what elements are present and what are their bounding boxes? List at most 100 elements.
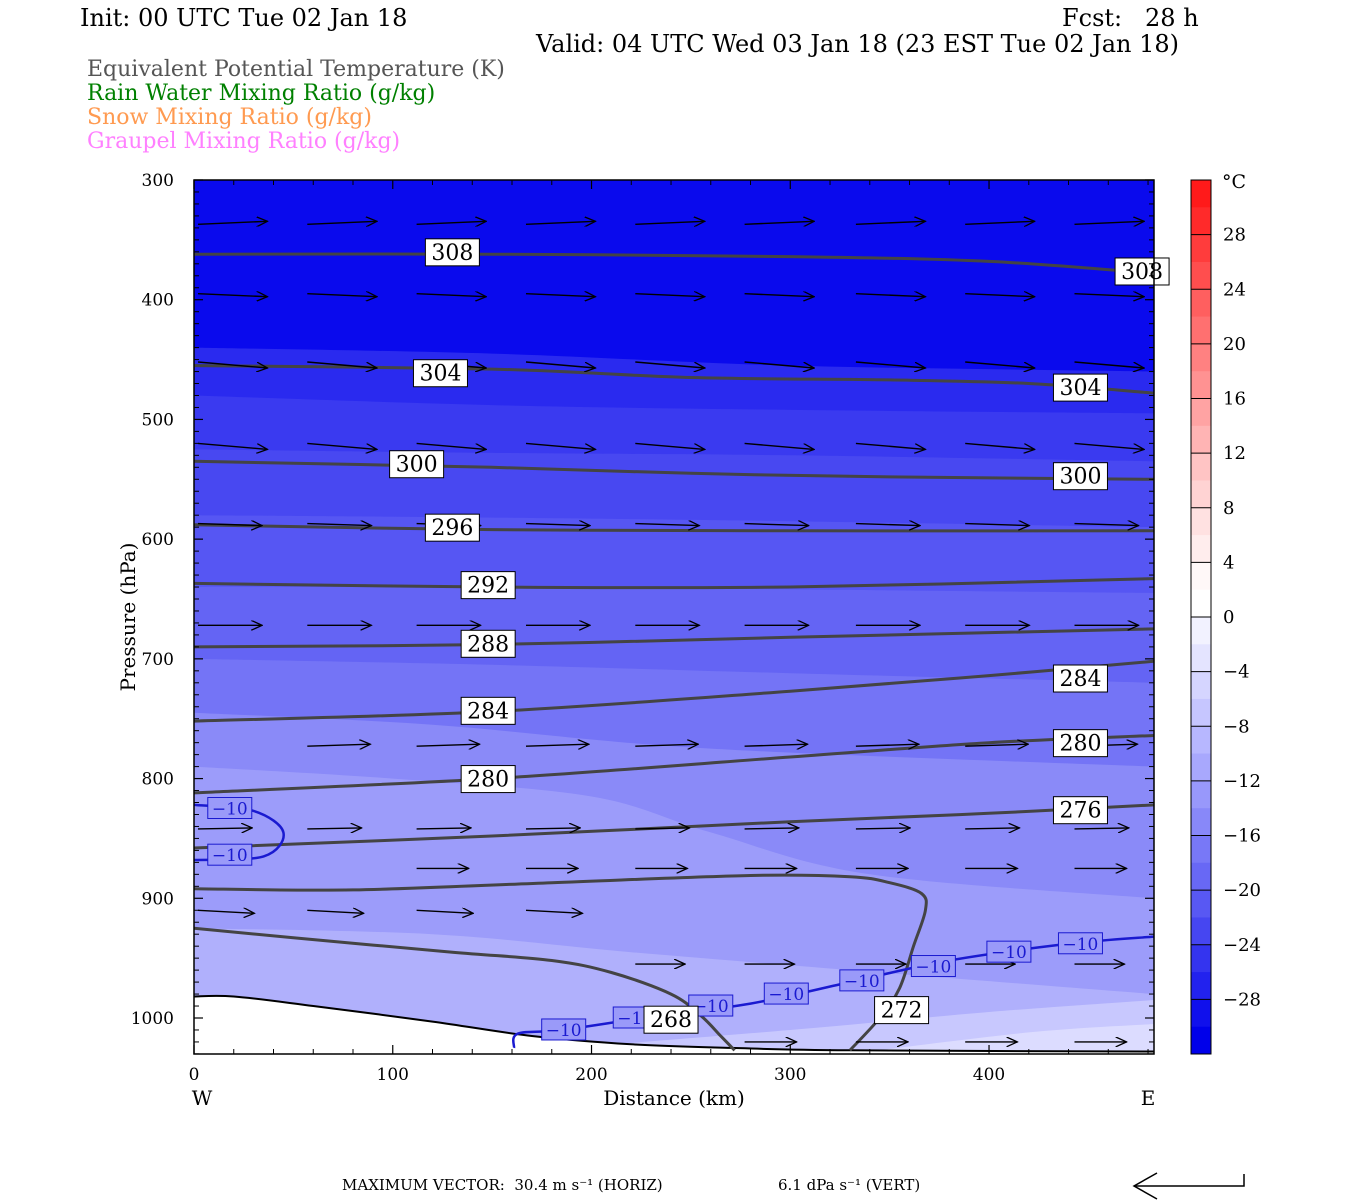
wind-vector-6-3 [635,744,698,746]
wind-vector-7-1 [307,828,361,829]
wind-vector-2-0 [197,361,268,368]
reference-vector-icon [1132,1172,1245,1200]
colorbar-bin-20 [1191,726,1211,755]
theta-e-label-box [1052,796,1108,825]
colorbar-bin-14 [1191,562,1211,591]
x-tick-label: 400 [973,1065,1005,1085]
temperature-band-11 [849,1024,1154,1054]
wind-vector-6-0 [307,744,370,746]
theta-e-label-box [460,765,516,794]
wind-vector-6-1 [416,744,480,746]
wind-vector-3-2 [416,442,487,449]
wind-vector-4-5 [744,524,809,526]
isotherm-label-box [1057,932,1103,955]
wind-vector-1-8 [1074,294,1145,297]
colorbar-unit: °C [1222,171,1246,193]
x-axis-title: Distance (km) [603,1086,745,1110]
isotherm-label-box [763,982,809,1005]
theta-e-contour-300 [194,459,1154,481]
theta-e-label-box [1114,257,1170,286]
theta-e-label-box [460,696,516,725]
colorbar-tick-label: 24 [1223,279,1246,300]
legend-graupel: Graupel Mixing Ratio (g/kg) [87,129,401,154]
colorbar-bin-15 [1191,589,1211,618]
colorbar-bin-6 [1191,343,1211,372]
isotherm-label-box [910,955,956,978]
x-tick-label: 0 [189,1065,200,1085]
wind-vector-3-5 [744,442,815,449]
colorbar-bin-30 [1191,999,1211,1028]
isotherm-label: −10 [546,1021,582,1041]
wind-vector-0-4 [635,221,705,224]
wind-vector-7-4 [635,828,689,829]
colorbar-bin-3 [1191,261,1211,290]
isotherm-label: −10 [212,800,248,820]
legend-snow: Snow Mixing Ratio (g/kg) [87,105,372,130]
colorbar-tick-label: 0 [1223,607,1234,628]
isotherm-label: −10 [991,943,1027,963]
colorbar-tick-label: 20 [1223,334,1246,355]
colorbar-bin-25 [1191,862,1211,891]
colorbar-tick-label: −16 [1223,826,1261,847]
theta-e-contour-296 [194,523,1154,533]
isotherm-label-box [207,797,253,819]
colorbar-bin-27 [1191,917,1211,946]
theta-e-label-box [424,238,480,267]
colorbar: 28 24 20 16 12 8 4 0 −4 −8 −12 −16 −20 −24 −28 [1190,179,1261,1055]
colorbar-bin-2 [1191,234,1211,263]
legend-theta-e: Equivalent Potential Temperature (K) [87,57,505,82]
wind-vector-3-8 [1074,442,1145,449]
y-axis-title: Pressure (hPa) [116,543,140,692]
wind-vector-0-5 [744,221,815,224]
theta-e-label-300: 300 [1059,465,1101,490]
colorbar-bin-9 [1191,425,1211,454]
colorbar-bin-17 [1191,644,1211,673]
y-tick-label: 800 [142,770,174,790]
wind-vector-7-2 [416,828,471,829]
wind-vector-3-6 [855,442,926,449]
theta-e-contour-268 [194,926,736,1052]
wind-vector-1-3 [525,294,596,297]
wind-vector-4-3 [525,524,590,526]
colorbar-tick-label: −24 [1223,935,1261,956]
wind-vector-3-7 [965,442,1034,449]
wind-vector-6-4 [744,744,808,746]
wind-vector-9-1 [307,910,363,913]
isotherm-labels: −10−10−10−10−10−10−10−10−10 −10 [207,797,1103,1041]
theta-e-label-288: 288 [467,632,509,657]
wind-vector-0-7 [965,221,1034,224]
x-end-label-west: W [192,1086,213,1110]
wind-vector-2-8 [1074,361,1145,368]
theta-e-label-box [460,629,516,658]
theta-e-label-272: 272 [881,999,923,1024]
wind-vector-4-4 [635,524,699,526]
wind-vector-6-5 [855,744,919,746]
wind-vector-4-8 [1074,524,1139,526]
colorbar-tick-label: 12 [1223,443,1246,464]
wind-vector-3-4 [635,442,705,449]
y-tick-label: 400 [142,291,174,311]
theta-e-label-276: 276 [1059,799,1101,824]
theta-e-label-box [460,571,516,600]
theta-e-contour-304 [194,364,1154,395]
x-tick-label: 300 [774,1065,806,1085]
theta-e-label-304: 304 [419,362,461,387]
wind-vector-1-6 [855,294,926,297]
wind-vector-2-1 [307,361,377,368]
theta-e-label-268: 268 [650,1008,692,1033]
theta-e-label-280: 280 [1059,732,1101,757]
wind-vector-0-8 [1074,221,1145,224]
y-tick-label: 1000 [131,1009,174,1029]
wind-vector-0-6 [855,221,926,224]
theta-e-label-296: 296 [431,516,473,541]
isotherm-label: −10 [693,997,729,1017]
colorbar-tick-label: −20 [1223,880,1261,901]
wind-vector-1-7 [965,294,1034,297]
isotherm-label-box [839,969,885,992]
theta-e-contour-276 [194,803,1154,850]
x-end-label-east: E [1141,1086,1156,1110]
isotherm-label: −10 [1063,935,1099,955]
valid-time: Valid: 04 UTC Wed 03 Jan 18 (23 EST Tue … [536,30,1180,58]
init-time: Init: 00 UTC Tue 02 Jan 18 [80,4,408,32]
wind-vector-4-0 [197,524,262,526]
